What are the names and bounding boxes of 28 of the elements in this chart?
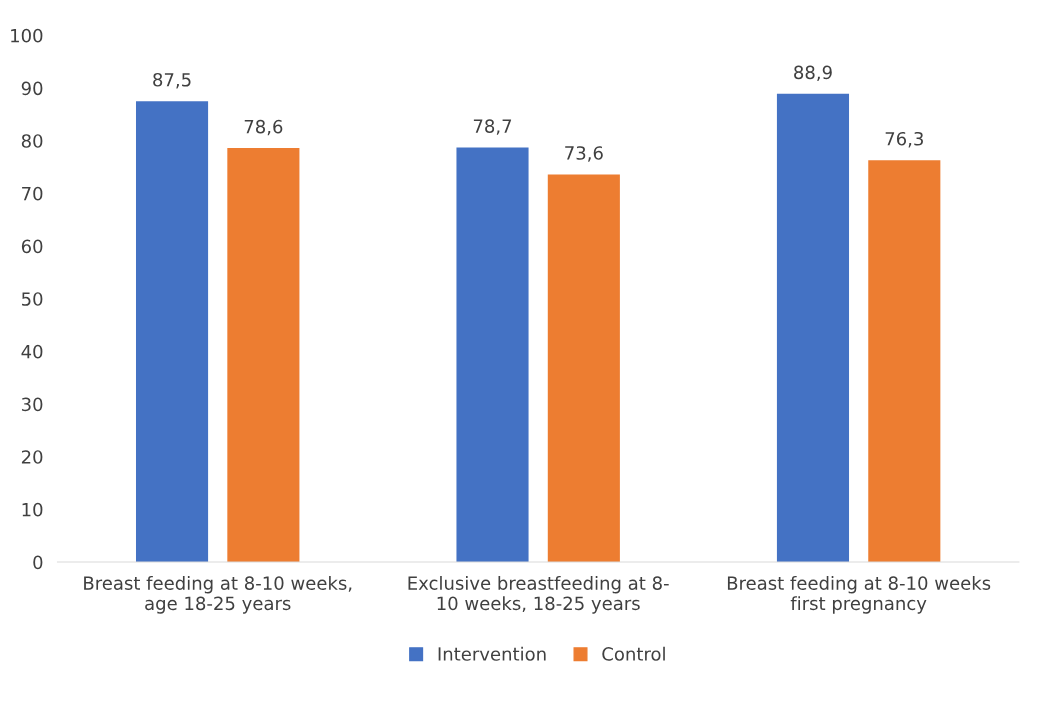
data-label: 73,6 <box>565 146 603 162</box>
bar <box>135 101 209 563</box>
legend-label: Control <box>602 646 665 661</box>
x-tick-label: Breast feeding at 8-10 weeks first pregnancy <box>727 575 991 614</box>
y-tick-label: 20 <box>21 450 43 464</box>
y-tick-label: 90 <box>21 81 43 96</box>
y-tick-label: 10 <box>22 502 43 517</box>
data-label: 88,9 <box>794 65 832 82</box>
bar <box>776 93 850 563</box>
y-tick-label: 50 <box>22 292 43 306</box>
data-label: 87,5 <box>153 72 191 89</box>
bar <box>547 174 620 563</box>
y-tick-label: 0 <box>33 555 43 570</box>
legend-label: Intervention <box>438 646 546 661</box>
y-tick-label: 60 <box>21 239 43 254</box>
x-tick-label: Exclusive breastfeeding at 8- 10 weeks, 18-25 years <box>408 575 669 614</box>
data-label: 78,6 <box>244 119 283 136</box>
bar <box>227 148 300 563</box>
bar <box>456 147 529 563</box>
y-tick-label: 80 <box>21 134 43 148</box>
data-label: 76,3 <box>885 131 923 148</box>
y-tick-label: 100 <box>11 28 43 43</box>
bar <box>868 160 941 563</box>
data-label: 78,7 <box>473 119 512 135</box>
y-tick-label: 70 <box>22 186 43 201</box>
y-tick-label: 40 <box>21 344 43 359</box>
y-tick-label: 30 <box>21 397 43 412</box>
x-tick-label: Breast feeding at 8-10 weeks, age 18-25 years <box>84 575 352 614</box>
